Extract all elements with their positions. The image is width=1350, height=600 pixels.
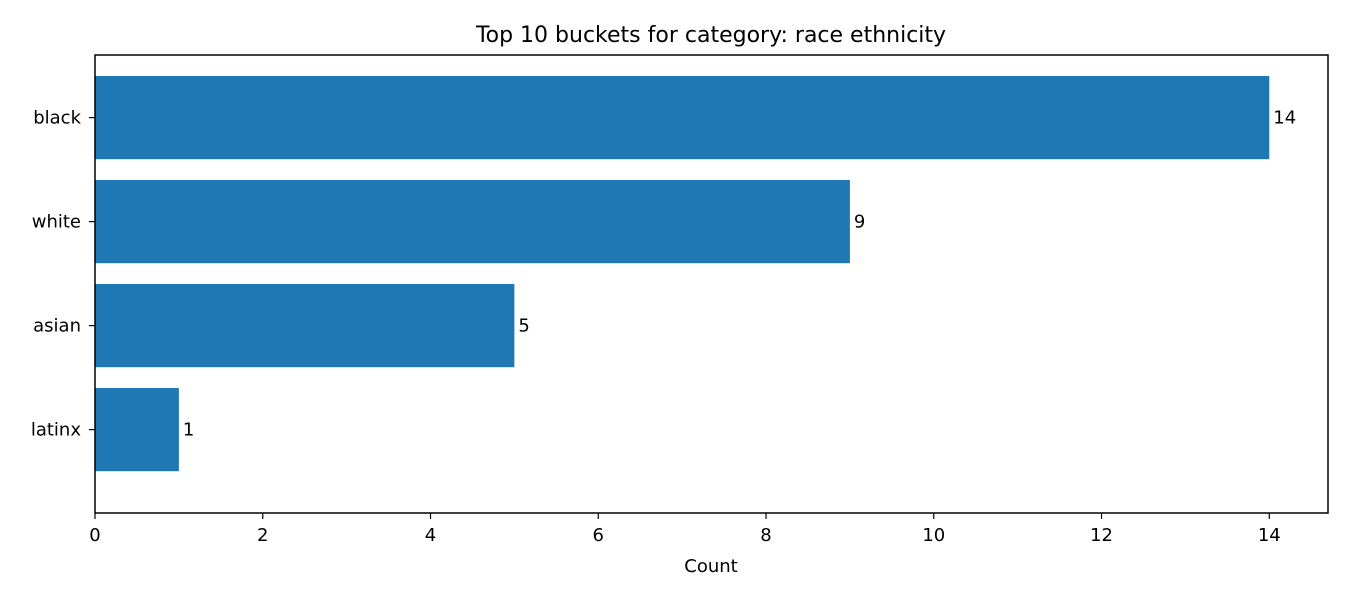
bar-latinx: [95, 388, 179, 472]
y-tick-label-latinx: latinx: [31, 420, 81, 441]
x-tick-label-2: 2: [257, 525, 268, 546]
value-label-asian: 5: [518, 316, 529, 337]
y-tick-label-white: white: [32, 212, 81, 233]
bar-black: [95, 76, 1270, 160]
x-tick-label-4: 4: [425, 525, 436, 546]
x-tick-label-12: 12: [1090, 525, 1113, 546]
value-labels-group: 14 9 5 1: [183, 108, 1296, 441]
x-tick-label-10: 10: [922, 525, 945, 546]
plot-frame: [94, 54, 1329, 514]
x-tick-label-0: 0: [89, 525, 100, 546]
bar-white: [95, 180, 850, 264]
chart-title: Top 10 buckets for category: race ethnic…: [475, 23, 946, 48]
value-label-black: 14: [1273, 108, 1296, 129]
y-axis: black white asian latinx: [31, 108, 95, 441]
x-axis-label: Count: [684, 556, 737, 577]
value-label-latinx: 1: [183, 420, 194, 441]
x-axis: 0 2 4 6 8 10 12 14: [89, 513, 1281, 546]
x-tick-label-8: 8: [760, 525, 771, 546]
x-tick-label-14: 14: [1258, 525, 1281, 546]
value-label-white: 9: [854, 212, 865, 233]
bars-group: [95, 76, 1270, 472]
bar-asian: [95, 284, 515, 368]
y-tick-label-black: black: [33, 108, 81, 129]
x-tick-label-6: 6: [593, 525, 604, 546]
y-tick-label-asian: asian: [33, 316, 81, 337]
